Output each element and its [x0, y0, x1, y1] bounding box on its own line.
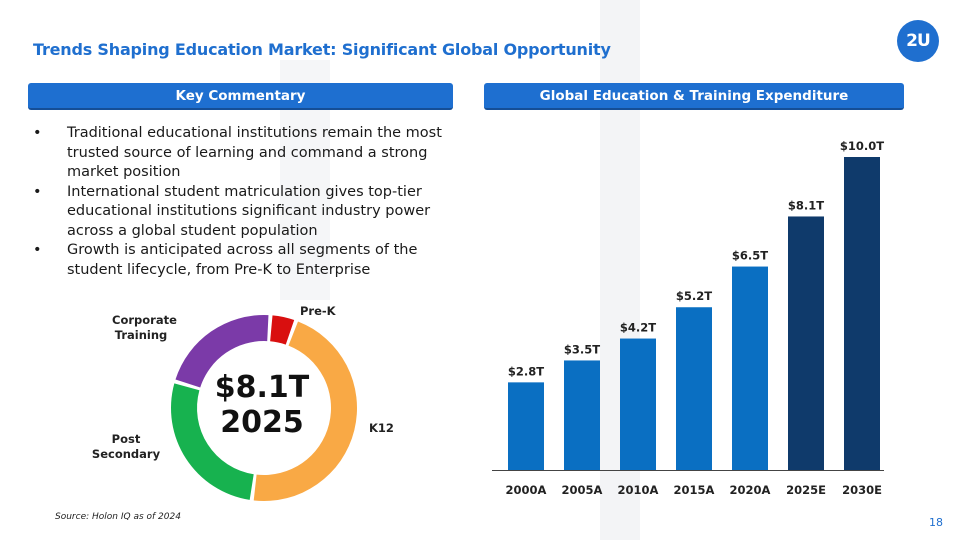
commentary-bullets: • Traditional educational institutions re…: [33, 124, 453, 280]
bullet-glyph: •: [33, 242, 42, 258]
x-tick-label: 2030E: [842, 483, 882, 497]
x-tick-label: 2025E: [786, 483, 826, 497]
bar-2020A: [732, 266, 768, 470]
expenditure-header: Global Education & Training Expenditure: [484, 83, 904, 110]
bullet-glyph: •: [33, 183, 42, 200]
bullet-item: • International student matriculation giv…: [33, 183, 453, 242]
bullet-item: • Growth is anticipated across all segmen…: [33, 241, 453, 280]
donut-center-value: $8.1T: [214, 370, 310, 405]
bar-2015A: [676, 307, 712, 470]
key-commentary-header: Key Commentary: [28, 83, 453, 110]
donut-label-k12: K12: [369, 421, 394, 435]
bar-2010A: [620, 338, 656, 470]
bar-data-label: $4.2T: [620, 321, 656, 335]
bar-2025E: [788, 216, 824, 470]
x-tick-label: 2015A: [674, 483, 715, 497]
x-tick-label: 2000A: [506, 483, 547, 497]
bar-data-label: $8.1T: [788, 198, 824, 212]
source-note: Source: Holon IQ as of 2024: [55, 512, 181, 522]
bullet-text: International student matriculation give…: [67, 183, 431, 239]
slide-title: Trends Shaping Education Market: Signifi…: [33, 40, 611, 59]
bullet-text: Growth is anticipated across all segment…: [67, 242, 418, 278]
bullet-text: Traditional educational institutions rem…: [67, 125, 442, 180]
donut-label-corporate-training: Corporate Training: [112, 313, 177, 342]
bar-data-label: $5.2T: [676, 289, 712, 303]
donut-label-post-secondary: Post Secondary: [91, 432, 161, 461]
bullet-glyph: •: [33, 125, 42, 141]
donut-center-year: 2025: [220, 405, 304, 440]
bullet-item: • Traditional educational institutions re…: [33, 124, 453, 183]
page-number: 18: [929, 516, 943, 529]
market-segment-donut: [171, 315, 357, 501]
bar-data-label: $10.0T: [840, 139, 884, 153]
bar-2030E: [844, 157, 880, 470]
donut-slice-corporate-training: [175, 315, 269, 388]
bar-2005A: [564, 360, 600, 470]
expenditure-bar-chart: $2.8T 2000A $3.5T 2005A $4.2T 2010A $5.2T 2015A…: [492, 139, 884, 497]
bar-data-label: $6.5T: [732, 249, 768, 263]
2u-logo: 2U: [897, 20, 939, 62]
donut-slice-pre-k: [270, 315, 295, 345]
donut-slice-post-secondary: [171, 383, 254, 500]
bar-data-label: $3.5T: [564, 342, 600, 356]
donut-slice-k12: [253, 321, 357, 501]
x-tick-label: 2005A: [562, 483, 603, 497]
donut-label-pre-k: Pre-K: [300, 304, 336, 318]
bar-data-label: $2.8T: [508, 364, 544, 378]
x-tick-label: 2020A: [730, 483, 771, 497]
x-tick-label: 2010A: [618, 483, 659, 497]
bar-2000A: [508, 382, 544, 470]
